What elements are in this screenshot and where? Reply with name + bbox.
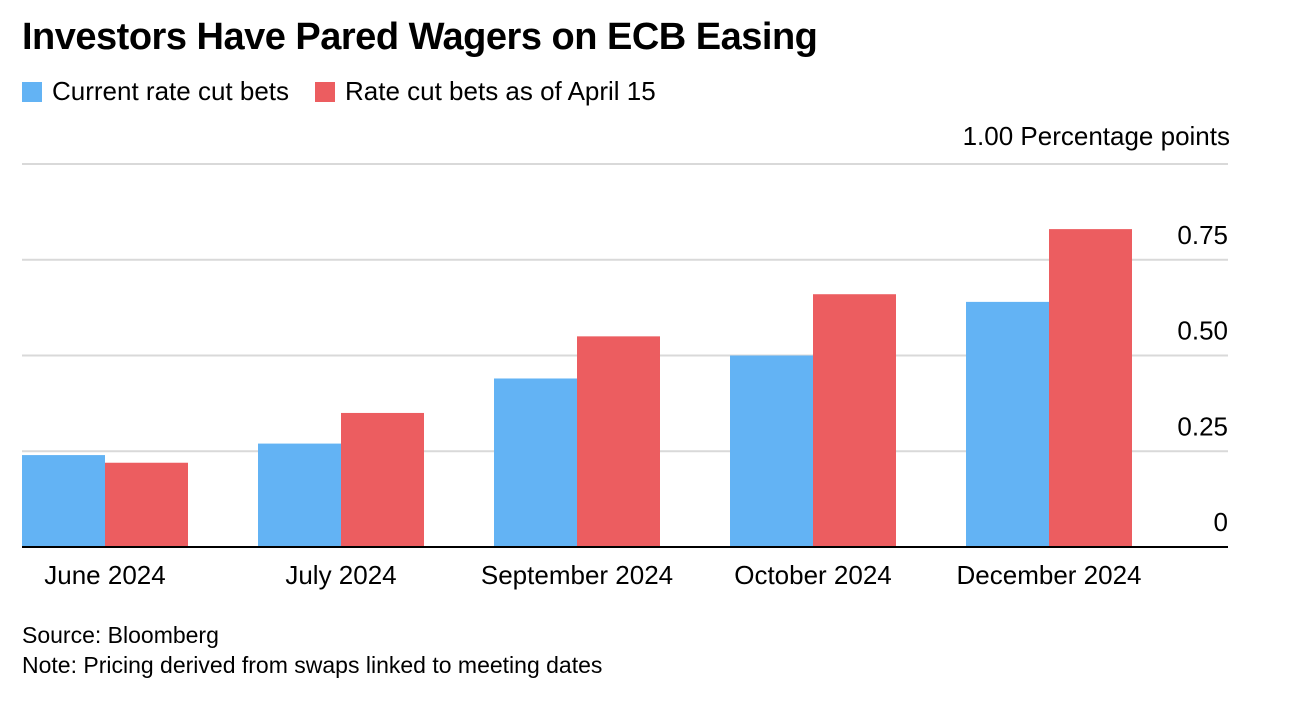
legend-label-current: Current rate cut bets: [52, 76, 289, 106]
bar-current: [258, 443, 341, 547]
bar-current: [966, 301, 1049, 547]
legend-item-current: Current rate cut bets: [22, 76, 289, 107]
x-tick-label: June 2024: [44, 560, 165, 590]
y-axis-unit-label: 1.00 Percentage points: [962, 121, 1230, 151]
x-tick-label: October 2024: [734, 560, 892, 590]
y-tick-label: 0.50: [1177, 316, 1228, 346]
x-tick-label: December 2024: [957, 560, 1142, 590]
legend-swatch-current: [22, 81, 42, 102]
footnote: Note: Pricing derived from swaps linked …: [22, 652, 603, 678]
bar-april: [577, 336, 660, 547]
legend-item-april: Rate cut bets as of April 15: [315, 76, 656, 107]
source-note: Source: Bloomberg: [22, 622, 219, 648]
x-tick-label: July 2024: [285, 560, 396, 590]
bar-current: [494, 378, 577, 547]
y-tick-label: 0: [1214, 507, 1228, 537]
legend: Current rate cut bets Rate cut bets as o…: [22, 76, 682, 107]
bar-current: [22, 455, 105, 547]
bar-april: [105, 462, 188, 547]
bar-april: [1049, 229, 1132, 548]
legend-swatch-april: [315, 81, 335, 102]
bar-april: [341, 412, 424, 547]
legend-label-april: Rate cut bets as of April 15: [345, 76, 656, 106]
bar-current: [730, 355, 813, 547]
y-tick-label: 0.25: [1177, 411, 1228, 441]
bar-april: [813, 294, 896, 547]
x-tick-label: September 2024: [481, 560, 673, 590]
y-tick-label: 0.75: [1177, 220, 1228, 250]
chart-title: Investors Have Pared Wagers on ECB Easin…: [22, 16, 818, 58]
